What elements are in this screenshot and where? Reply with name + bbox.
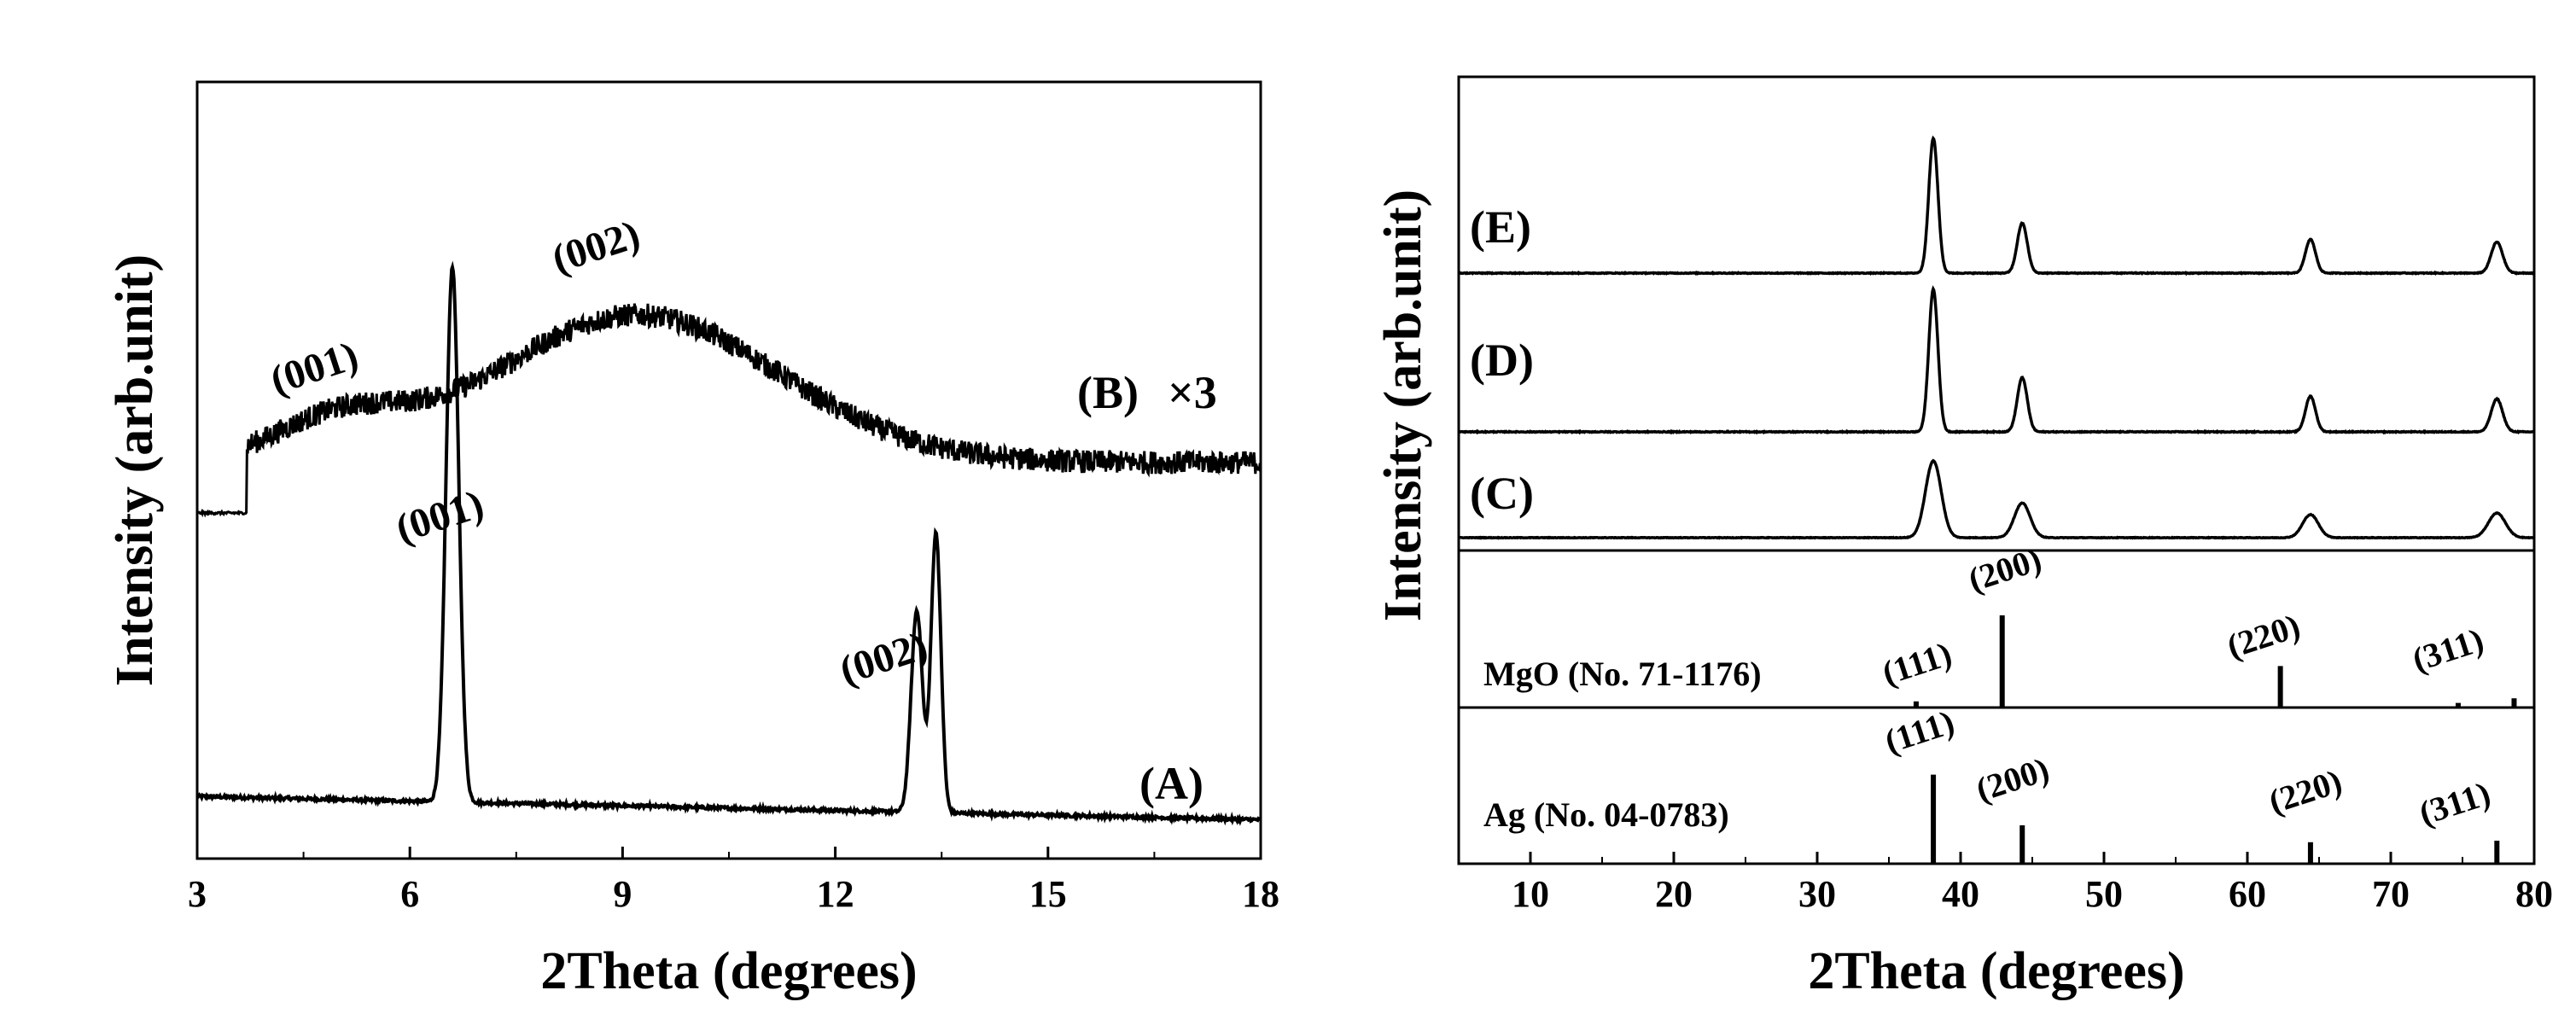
series-A-label: (A) [1139, 758, 1203, 809]
reference-hkl-label: (111) [1880, 702, 1959, 760]
left-x-tick-label: 15 [1029, 873, 1067, 915]
left-x-tick-label: 6 [400, 873, 419, 915]
right-panel: 10 20 30 40 50 60 70 80 MgO (No. 71-1176) (111)(… [1374, 75, 2553, 1000]
left-labels: (001) (002) (001) (002) (A) (B) ×3 [265, 212, 1217, 809]
right-y-axis-title: Intensity (arb.unit) [1374, 189, 1432, 621]
right-x-axis-title: 2Theta (degrees) [1808, 942, 2184, 1000]
series-C-label: (C) [1470, 468, 1534, 519]
reference-name: Ag (No. 04-0783) [1483, 795, 1729, 834]
reference-hkl-label: (200) [1972, 749, 2054, 809]
right-x-ticks: 10 20 30 40 50 60 70 80 [1458, 852, 2553, 915]
left-x-tick-label: 3 [188, 873, 207, 915]
left-plot-frame [195, 80, 1262, 860]
series-A-peak-label: (001) [391, 481, 489, 552]
right-x-tick-label: 30 [1798, 873, 1836, 915]
series-C-line [1458, 458, 2534, 540]
right-x-tick-label: 60 [2229, 873, 2266, 915]
right-plot-frame [1457, 75, 2536, 865]
reference-hkl-label: (311) [2415, 774, 2495, 833]
left-x-tick-label: 12 [817, 873, 854, 915]
reference-hkl-label: (311) [2408, 620, 2488, 679]
reference-hkl-label: (200) [1964, 539, 2046, 599]
reference-hkl-label: (220) [2264, 761, 2346, 821]
right-x-tick-label: 50 [2085, 873, 2123, 915]
right-reference-patterns: MgO (No. 71-1176) (111)(200)(220) (311)Ag … [1483, 539, 2517, 864]
series-D-line [1457, 285, 2535, 435]
series-B-peak-label: (002) [547, 212, 645, 283]
left-x-ticks: 3 6 9 12 15 18 [188, 847, 1279, 915]
reference-hkl-label: (111) [1878, 634, 1956, 692]
reference-name: MgO (No. 71-1176) [1483, 655, 1762, 693]
reference-hkl-label: (220) [2223, 606, 2305, 666]
left-x-axis-title: 2Theta (degrees) [540, 942, 917, 1000]
left-curves [195, 260, 1262, 826]
series-B-line [195, 303, 1262, 518]
right-x-tick-label: 10 [1512, 873, 1549, 915]
series-A-line [195, 260, 1261, 826]
series-E-label: (E) [1470, 201, 1531, 253]
right-x-tick-label: 70 [2372, 873, 2410, 915]
series-D-label: (D) [1470, 335, 1534, 386]
right-labels: (C) (D) (E) [1470, 201, 1534, 519]
series-B-peak-label: (001) [265, 333, 364, 404]
right-x-tick-label: 40 [1942, 873, 1979, 915]
left-y-axis-title: Intensity (arb.unit) [106, 254, 164, 686]
series-B-multiplier: ×3 [1168, 367, 1217, 418]
right-x-tick-label: 20 [1655, 873, 1693, 915]
left-x-tick-label: 18 [1242, 873, 1279, 915]
right-curves [1457, 135, 2535, 540]
left-x-tick-label: 9 [613, 873, 632, 915]
right-x-tick-label: 80 [2515, 873, 2553, 915]
series-A-peak-label: (002) [835, 623, 933, 694]
left-panel: 3 6 9 12 15 18 (001) (002) (001) (002) (A) (B) ×3 2… [106, 80, 1279, 1000]
series-B-label: (B) [1077, 367, 1139, 418]
series-E-line [1458, 135, 2535, 277]
